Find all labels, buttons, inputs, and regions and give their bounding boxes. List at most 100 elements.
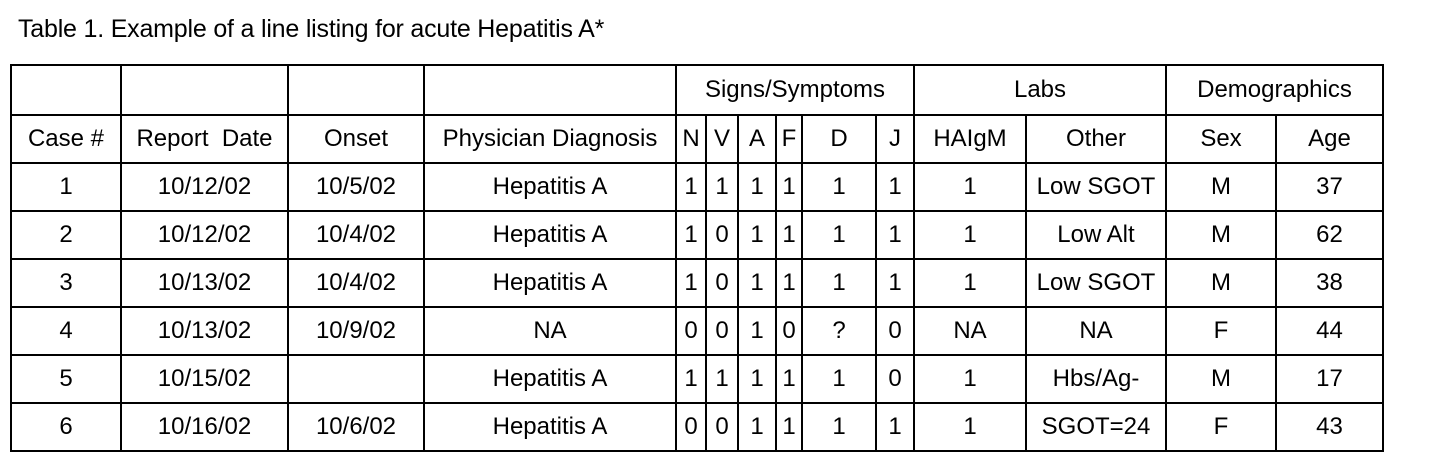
table-cell: 17 <box>1275 354 1384 404</box>
column-header: Other <box>1025 114 1167 164</box>
column-header: V <box>705 114 739 164</box>
table-cell: 37 <box>1275 162 1384 212</box>
table-cell: SGOT=24 <box>1025 402 1167 452</box>
table-cell: 0 <box>775 306 803 356</box>
table-cell: 1 <box>875 402 915 452</box>
column-header: Age <box>1275 114 1384 164</box>
table-cell: NA <box>1025 306 1167 356</box>
table-cell: 0 <box>705 306 739 356</box>
table-cell: 10/16/02 <box>120 402 289 452</box>
table-cell: 1 <box>875 210 915 260</box>
table-cell: 1 <box>913 210 1027 260</box>
table-cell: NA <box>423 306 677 356</box>
table-cell: 10/13/02 <box>120 258 289 308</box>
table-row: 1 10/12/02 10/5/02 Hepatitis A 1 1 1 1 1 1 1 Low SG… <box>10 162 1384 212</box>
table-cell: 43 <box>1275 402 1384 452</box>
table-cell: 10/15/02 <box>120 354 289 404</box>
table-cell: 10/12/02 <box>120 210 289 260</box>
table-cell: 1 <box>737 402 777 452</box>
table-cell: Hepatitis A <box>423 258 677 308</box>
column-header: A <box>737 114 777 164</box>
table-cell: M <box>1165 162 1277 212</box>
table-cell: 0 <box>875 306 915 356</box>
table-cell: 10/4/02 <box>287 258 425 308</box>
table-cell: 1 <box>775 354 803 404</box>
column-header: Physician Diagnosis <box>423 114 677 164</box>
column-header: N <box>675 114 707 164</box>
table-cell: 1 <box>705 354 739 404</box>
column-header: Sex <box>1165 114 1277 164</box>
table-cell: 1 <box>775 402 803 452</box>
table-cell: 1 <box>913 402 1027 452</box>
table-cell: M <box>1165 258 1277 308</box>
column-header-row: Case # Report Date Onset Physician Diagn… <box>10 114 1384 164</box>
table-cell: ? <box>801 306 877 356</box>
table-cell: Low SGOT <box>1025 162 1167 212</box>
table-cell: 1 <box>705 162 739 212</box>
column-header: Onset <box>287 114 425 164</box>
table-cell: 1 <box>775 258 803 308</box>
table-cell: F <box>1165 402 1277 452</box>
table-cell: NA <box>913 306 1027 356</box>
table-cell: Hepatitis A <box>423 402 677 452</box>
table-cell: 0 <box>875 354 915 404</box>
table-cell: 38 <box>1275 258 1384 308</box>
table-cell: Low SGOT <box>1025 258 1167 308</box>
column-header: J <box>875 114 915 164</box>
table-cell: 1 <box>675 210 707 260</box>
column-header: HAIgM <box>913 114 1027 164</box>
table-cell: 1 <box>801 258 877 308</box>
table-cell: 1 <box>875 162 915 212</box>
table-cell: 1 <box>737 162 777 212</box>
line-listing-table: Signs/Symptoms Labs Demographics Case # … <box>10 64 1384 452</box>
group-header-labs: Labs <box>913 64 1167 116</box>
group-header-row: Signs/Symptoms Labs Demographics <box>10 64 1384 116</box>
table-row: 5 10/15/02 Hepatitis A 1 1 1 1 1 0 1 Hbs/Ag- M 17 <box>10 354 1384 404</box>
table-cell: 10/12/02 <box>120 162 289 212</box>
group-header-demographics: Demographics <box>1165 64 1384 116</box>
table-cell: 1 <box>913 354 1027 404</box>
table-cell: 1 <box>913 162 1027 212</box>
table-cell: 1 <box>737 210 777 260</box>
table-row: 3 10/13/02 10/4/02 Hepatitis A 1 0 1 1 1 1 1 Low SG… <box>10 258 1384 308</box>
column-header: Case # <box>10 114 122 164</box>
table-cell: 10/13/02 <box>120 306 289 356</box>
column-header: F <box>775 114 803 164</box>
table-cell: 0 <box>705 210 739 260</box>
table-cell: 1 <box>875 258 915 308</box>
table-cell: 1 <box>801 162 877 212</box>
table-cell: 10/6/02 <box>287 402 425 452</box>
group-header-signs-symptoms: Signs/Symptoms <box>675 64 915 116</box>
group-header-empty <box>120 64 289 116</box>
table-cell: 1 <box>737 258 777 308</box>
table-cell: 1 <box>913 258 1027 308</box>
table-cell: 44 <box>1275 306 1384 356</box>
table-cell: 1 <box>775 162 803 212</box>
table-cell: 0 <box>705 258 739 308</box>
table-row: 2 10/12/02 10/4/02 Hepatitis A 1 0 1 1 1 1 1 Low Al… <box>10 210 1384 260</box>
table-cell: 2 <box>10 210 122 260</box>
table-cell: 5 <box>10 354 122 404</box>
table-cell: 0 <box>705 402 739 452</box>
table-row: 4 10/13/02 10/9/02 NA 0 0 1 0? 0 NA NA F 44 <box>10 306 1384 356</box>
table-cell: 62 <box>1275 210 1384 260</box>
table-cell: 6 <box>10 402 122 452</box>
table-cell: 1 <box>10 162 122 212</box>
table-cell: Hepatitis A <box>423 210 677 260</box>
table-cell: 10/5/02 <box>287 162 425 212</box>
table-row: 6 10/16/02 10/6/02 Hepatitis A 0 0 1 1 1 1 1 SGOT=2… <box>10 402 1384 452</box>
table-cell: Hbs/Ag- <box>1025 354 1167 404</box>
table-cell: 1 <box>737 306 777 356</box>
table-cell <box>287 354 425 404</box>
table-cell: 10/9/02 <box>287 306 425 356</box>
table-cell: 1 <box>801 402 877 452</box>
table-cell: 1 <box>801 210 877 260</box>
column-header: D <box>801 114 877 164</box>
table-cell: 1 <box>675 162 707 212</box>
group-header-empty <box>10 64 122 116</box>
column-header: Report Date <box>120 114 289 164</box>
table-cell: 0 <box>675 402 707 452</box>
table-cell: 0 <box>675 306 707 356</box>
table-cell: F <box>1165 306 1277 356</box>
table-cell: M <box>1165 210 1277 260</box>
